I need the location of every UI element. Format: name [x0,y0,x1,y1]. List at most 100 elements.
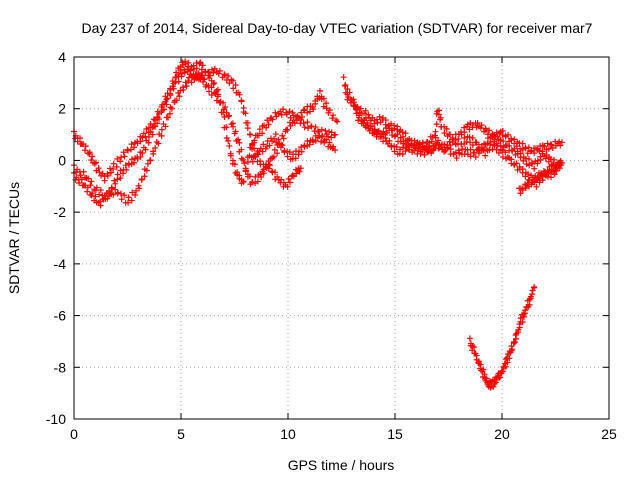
plot-frame [73,56,610,420]
data-point [437,114,444,121]
data-point [173,97,180,104]
data-point [382,117,389,124]
data-point [158,126,165,133]
data-point [205,82,212,89]
data-point [147,157,154,164]
data-point [89,153,96,160]
data-point [213,97,220,104]
data-point [478,122,485,129]
data-point [466,335,473,342]
data-point [480,366,487,373]
data-point [275,136,282,143]
data-point [538,171,545,178]
data-point [312,137,319,144]
data-point [296,168,303,175]
data-point [330,143,337,150]
data-point [323,105,330,112]
data-point [306,108,313,115]
data-point [226,142,233,149]
data-point [545,145,552,152]
x-tick-label: 20 [494,426,510,442]
data-point [425,144,432,151]
data-point [513,160,520,167]
data-point [166,110,173,117]
data-point [527,295,534,302]
data-point [226,80,233,87]
data-point [236,139,243,146]
data-point [181,66,188,73]
data-point [89,190,96,197]
data-point [393,143,400,150]
data-point [124,147,131,154]
data-point [132,191,139,198]
data-point [131,159,138,166]
data-point [485,135,492,142]
data-point [371,117,378,124]
data-point [402,130,409,137]
data-point [376,113,383,120]
data-point [114,189,121,196]
data-point [316,87,323,94]
data-point [211,65,218,72]
data-point [191,66,198,73]
data-point [292,155,299,162]
data-point [260,141,267,148]
data-point [156,116,163,123]
series-track-g [353,107,563,190]
data-point [365,111,372,118]
data-point [511,136,518,143]
data-point [117,175,124,182]
data-point [117,190,124,197]
data-point [366,127,373,134]
data-point [449,134,456,141]
data-point [474,120,481,127]
data-point [499,127,506,134]
y-tick-label: -4 [54,256,67,272]
data-point [469,347,476,354]
data-point [285,175,292,182]
data-point [556,138,563,145]
data-point [155,140,162,147]
data-point [300,120,307,127]
data-point [399,144,406,151]
series-track-d [248,131,339,165]
data-point [229,77,236,84]
data-point [289,109,296,116]
data-point [265,121,272,128]
data-point [490,383,497,390]
data-point [330,112,337,119]
data-point [379,131,386,138]
data-point [517,150,524,157]
data-point [225,72,232,79]
data-point [271,135,278,142]
data-point [506,142,513,149]
data-point [486,127,493,134]
data-point [411,137,418,144]
data-point [540,168,547,175]
data-point [514,329,521,336]
data-point [164,95,171,102]
data-point [181,69,188,76]
data-point [547,156,554,163]
data-point [334,118,341,125]
data-point [467,146,474,153]
data-point [549,144,556,151]
data-point [144,160,151,167]
data-point [112,180,119,187]
y-tick-label: 4 [58,49,66,65]
data-point [125,194,132,201]
data-point [232,128,239,135]
data-point [536,147,543,154]
data-point [431,145,438,152]
data-point [128,197,135,204]
data-point [185,77,192,84]
grid [74,57,609,419]
data-point [137,138,144,145]
data-point [93,184,100,191]
data-point [197,75,204,82]
data-point [520,311,527,318]
data-point [257,171,264,178]
y-tick-label: -10 [46,411,66,427]
x-tick-label: 0 [70,426,78,442]
data-point [150,150,157,157]
